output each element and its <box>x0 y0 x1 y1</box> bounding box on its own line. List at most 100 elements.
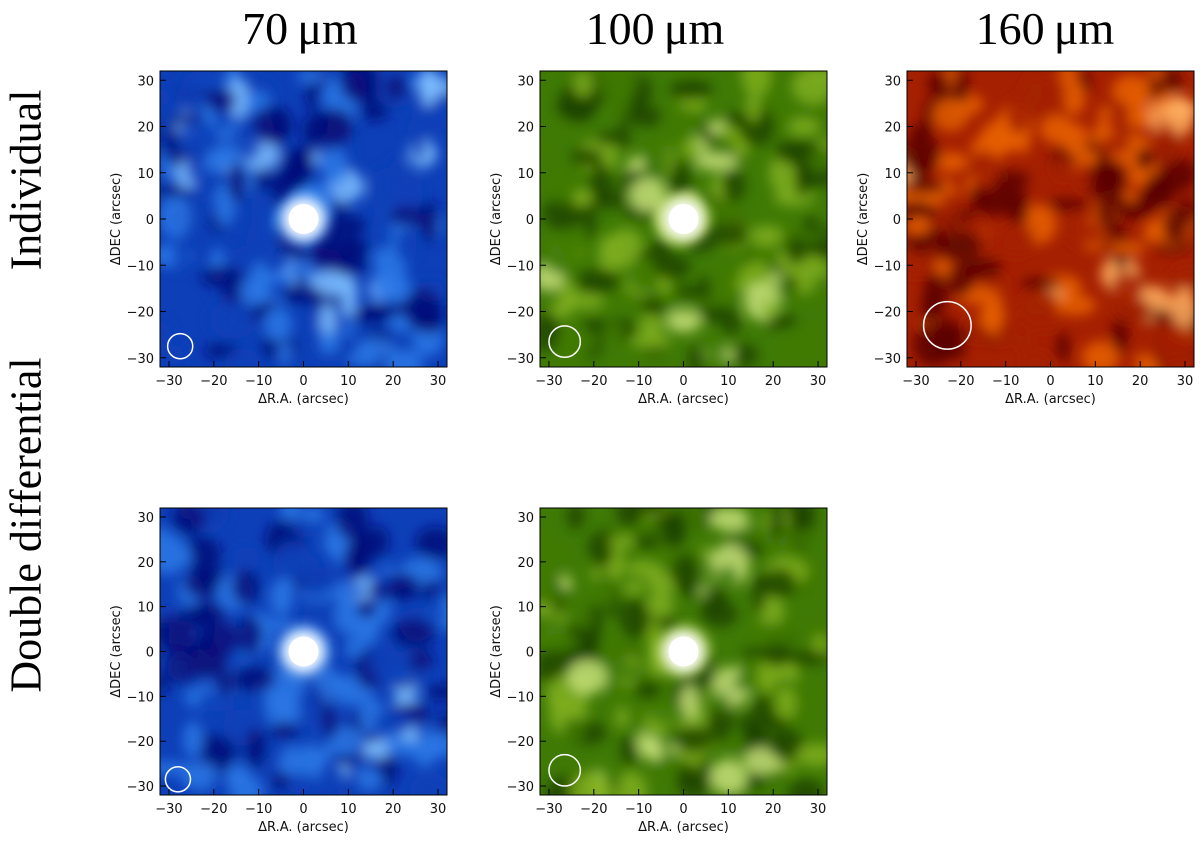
map-panel-160um-individual: −30 −30 −20 −20 −10 −10 0 0 10 10 20 20 30 30 ΔR.A. (a… <box>856 70 1195 407</box>
map-image <box>540 508 827 795</box>
x-tick-label: −10 <box>245 802 272 817</box>
x-axis-label: ΔR.A. (arcsec) <box>638 392 729 407</box>
x-tick-label: 20 <box>1132 374 1149 389</box>
x-tick-label: 20 <box>385 802 402 817</box>
map-image <box>540 71 827 367</box>
x-tick-label: −10 <box>245 374 272 389</box>
y-tick-label: 10 <box>137 601 154 616</box>
y-tick-label: 10 <box>137 167 154 182</box>
x-tick-label: 0 <box>1046 374 1054 389</box>
x-tick-label: −20 <box>200 374 227 389</box>
x-tick-label: 10 <box>340 374 357 389</box>
y-tick-label: −30 <box>127 780 154 795</box>
y-tick-label: −20 <box>507 735 534 750</box>
x-tick-label: 20 <box>385 374 402 389</box>
beam-circle <box>166 332 194 360</box>
x-axis-label: ΔR.A. (arcsec) <box>1005 392 1096 407</box>
y-tick-label: 30 <box>137 74 154 89</box>
x-tick-label: 10 <box>720 802 737 817</box>
x-tick-label: −30 <box>155 374 182 389</box>
x-tick-label: 0 <box>299 802 307 817</box>
y-tick-label: −20 <box>127 306 154 321</box>
beam-circle <box>548 325 582 359</box>
y-tick-label: −10 <box>507 259 534 274</box>
y-tick-label: 20 <box>517 121 534 136</box>
y-tick-label: 0 <box>526 646 534 661</box>
source <box>668 636 699 667</box>
y-tick-label: 10 <box>517 601 534 616</box>
x-tick-label: −10 <box>992 374 1019 389</box>
row-label-double-differential: Double differential <box>1 357 51 693</box>
y-tick-label: −10 <box>874 259 901 274</box>
x-tick-label: −20 <box>580 802 607 817</box>
y-axis-label: ΔDEC (arcsec) <box>856 173 871 266</box>
x-tick-label: −20 <box>947 374 974 389</box>
column-title-100um: 100 μm <box>585 3 725 54</box>
map-image <box>907 71 1194 367</box>
x-tick-label: 0 <box>679 802 687 817</box>
x-tick-label: −30 <box>535 802 562 817</box>
map-svg: −30−30 −20 −20 −10 −10 0 0 10 10 20 20 30 30 ΔR.A. (a… <box>489 507 828 835</box>
x-tick-label: −10 <box>625 374 652 389</box>
x-tick-label: −30 <box>535 374 562 389</box>
map-panel-100um-individual: −30 −30 −20 −20 −10 −10 0 0 10 10 20 20 30 30 ΔR.A. (a… <box>489 70 828 407</box>
y-axis-label: ΔDEC (arcsec) <box>489 605 504 698</box>
y-tick-label: 10 <box>517 167 534 182</box>
y-tick-label: 20 <box>884 121 901 136</box>
x-tick-label: −30 <box>902 374 929 389</box>
beam-circle <box>922 300 972 350</box>
x-tick-label: 30 <box>810 374 827 389</box>
x-tick-label: 30 <box>1177 374 1194 389</box>
y-tick-label: 0 <box>146 646 154 661</box>
source <box>288 204 319 234</box>
map-panel-70um-individual: −30 −30 −20 −20 −10 −10 0 0 10 10 20 20 30 30 ΔR.A. (a… <box>109 70 448 407</box>
x-tick-label: 10 <box>1087 374 1104 389</box>
y-tick-label: −20 <box>507 306 534 321</box>
x-tick-label: 20 <box>765 374 782 389</box>
beam-circle <box>164 765 192 793</box>
map-svg: −30−30 −20 −20 −10 −10 0 0 10 10 20 20 30 30 ΔR.A. (a… <box>489 70 828 407</box>
y-tick-label: 20 <box>137 556 154 571</box>
x-axis-label: ΔR.A. (arcsec) <box>258 392 349 407</box>
y-tick-label: 30 <box>884 74 901 89</box>
y-tick-label: −30 <box>507 780 534 795</box>
y-tick-label: −30 <box>507 352 534 367</box>
row-label-individual: Individual <box>1 89 51 271</box>
y-tick-label: 0 <box>893 213 901 228</box>
y-tick-label: 20 <box>517 556 534 571</box>
x-tick-label: −20 <box>580 374 607 389</box>
y-tick-label: −10 <box>127 259 154 274</box>
x-tick-label: 20 <box>765 802 782 817</box>
source <box>288 636 319 667</box>
column-title-160um: 160 μm <box>975 3 1115 54</box>
y-axis-label: ΔDEC (arcsec) <box>489 173 504 266</box>
x-tick-label: −30 <box>155 802 182 817</box>
y-tick-label: −10 <box>127 690 154 705</box>
x-axis-label: ΔR.A. (arcsec) <box>638 820 729 835</box>
y-tick-label: 30 <box>517 74 534 89</box>
y-tick-label: −30 <box>874 352 901 367</box>
x-tick-label: 30 <box>430 374 447 389</box>
y-axis-label: ΔDEC (arcsec) <box>109 173 124 266</box>
beam-circle <box>548 753 582 787</box>
x-tick-label: 30 <box>810 802 827 817</box>
source <box>668 204 699 234</box>
map-panel-100um-double-differential: −30 −30 −20 −20 −10 −10 0 0 10 10 20 20 30 30 ΔR.A. (a… <box>489 507 828 835</box>
map-panel-70um-double-differential: −30 −30 −20 −20 −10 −10 0 0 10 10 20 20 30 30 ΔR.A. (a… <box>109 507 448 835</box>
map-svg: −30−30 −20 −20 −10 −10 0 0 10 10 20 20 30 30 ΔR.A. (a… <box>109 507 448 835</box>
x-tick-label: 30 <box>430 802 447 817</box>
y-tick-label: 20 <box>137 121 154 136</box>
x-tick-label: −10 <box>625 802 652 817</box>
y-tick-label: −30 <box>127 352 154 367</box>
y-tick-label: 10 <box>884 167 901 182</box>
y-tick-label: 0 <box>526 213 534 228</box>
x-axis-label: ΔR.A. (arcsec) <box>258 820 349 835</box>
map-image <box>160 71 447 367</box>
y-tick-label: −20 <box>127 735 154 750</box>
y-tick-label: −10 <box>507 690 534 705</box>
column-title-70um: 70 μm <box>242 3 358 54</box>
x-tick-label: 0 <box>679 374 687 389</box>
x-tick-label: 0 <box>299 374 307 389</box>
y-tick-label: −20 <box>874 306 901 321</box>
map-image <box>160 508 447 795</box>
